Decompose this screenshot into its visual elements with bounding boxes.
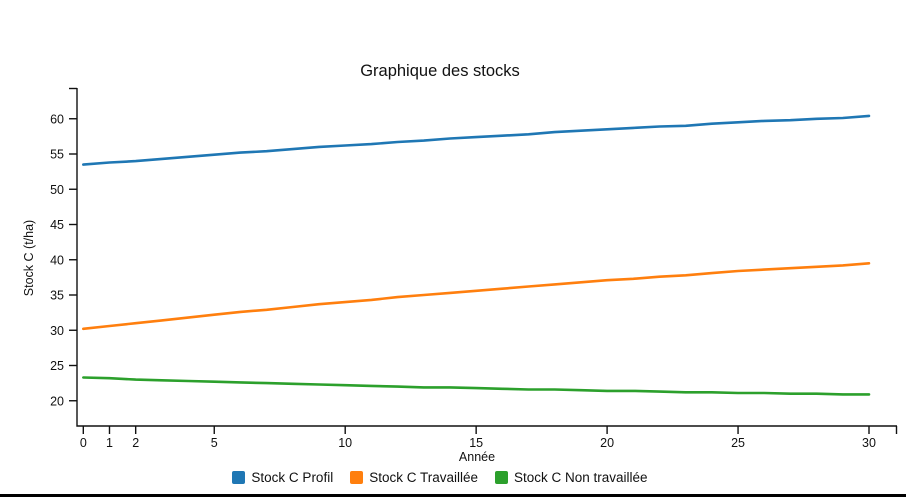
legend-swatch-orange-icon [350,471,364,484]
svg-text:20: 20 [600,436,614,450]
y-axis-ticks: 20 25 30 35 40 45 50 55 60 [50,87,77,408]
chart-title: Graphique des stocks [360,62,520,80]
legend-label: Stock C Travaillée [369,470,478,485]
legend-label: Stock C Non travaillée [514,470,648,485]
svg-text:20: 20 [50,394,64,408]
svg-text:1: 1 [106,436,113,450]
svg-text:35: 35 [50,289,64,303]
legend-label: Stock C Profil [251,470,334,485]
svg-text:25: 25 [50,359,64,373]
data-lines [82,114,871,396]
svg-text:25: 25 [731,436,745,450]
svg-text:60: 60 [50,112,64,126]
x-axis-title: Année [459,450,495,464]
svg-text:55: 55 [50,148,64,162]
svg-text:10: 10 [338,436,352,450]
svg-text:5: 5 [211,436,218,450]
svg-text:30: 30 [862,436,876,450]
legend-item-stock-c-travaillee: Stock C Travaillée [350,470,478,485]
chart-legend: Stock C Profil Stock C Travaillée Stock … [0,470,880,485]
svg-text:40: 40 [50,253,64,267]
legend-swatch-blue-icon [232,471,246,484]
svg-text:15: 15 [469,436,483,450]
bottom-divider-bar [0,494,906,497]
legend-item-stock-c-non-travaillee: Stock C Non travaillée [495,470,648,485]
legend-swatch-green-icon [495,471,508,484]
x-axis-ticks: 0 1 2 5 10 15 20 25 30 [80,426,898,450]
svg-text:45: 45 [50,218,64,232]
legend-item-stock-c-profil: Stock C Profil [232,470,333,485]
y-axis-title: Stock C (t/ha) [22,220,36,296]
svg-text:2: 2 [132,436,139,450]
svg-text:50: 50 [50,183,64,197]
axes-spines [76,88,897,427]
svg-text:0: 0 [80,436,87,450]
svg-text:30: 30 [50,324,64,338]
